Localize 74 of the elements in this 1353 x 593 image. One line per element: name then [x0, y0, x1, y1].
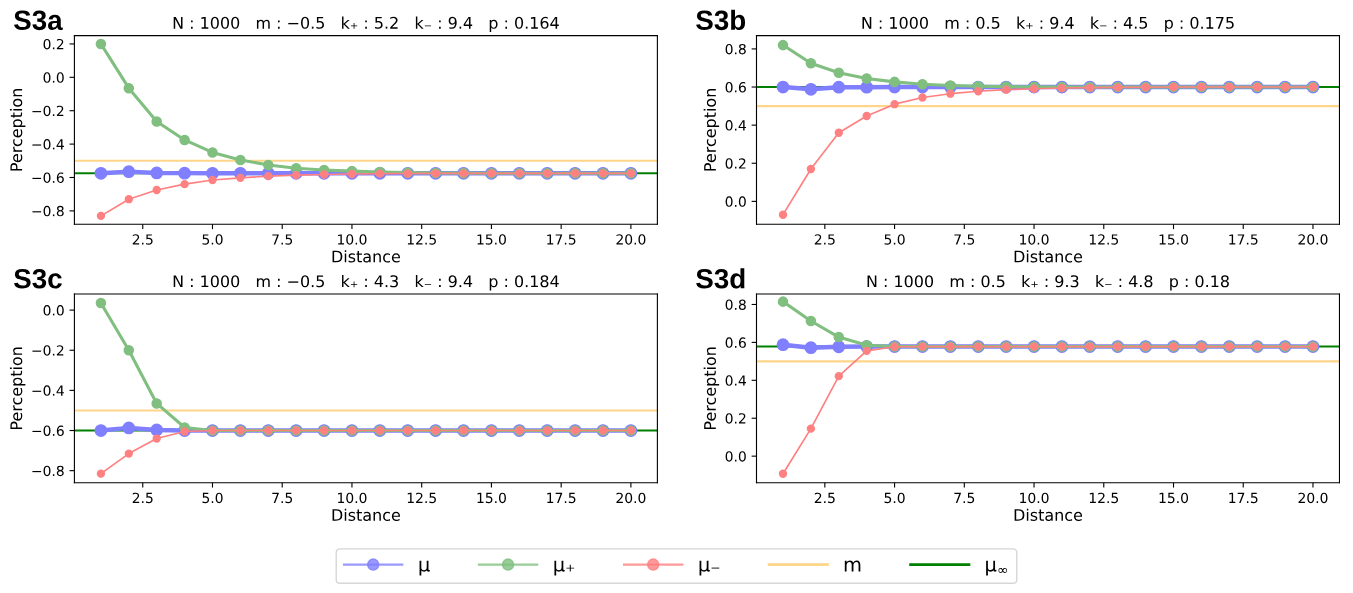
- text: S3c: [14, 268, 62, 289]
- chart-title: N : 1000 m : 0.5 k₊ : 9.4 k₋ : 4.5 p : 0.175: [862, 16, 1234, 32]
- x-tick-label: 15.0: [1159, 492, 1189, 504]
- y-tick-label: −0.4: [32, 139, 64, 150]
- y-tick-label: −0.6: [32, 425, 64, 436]
- y-tick-label: 0.8: [725, 43, 746, 55]
- x-tick-label: 12.5: [1089, 234, 1119, 245]
- y-tick-label: −0.8: [32, 465, 64, 477]
- chart-title: N : 1000 m : −0.5 k₊ : 4.3 k₋ : 9.4 p : 0.184: [173, 274, 559, 291]
- legend-label: μ$_{∞}$: [986, 560, 1007, 576]
- y-tick-label: −0.6: [32, 172, 64, 183]
- text: S3a: [14, 10, 63, 31]
- x-tick-label: 5.0: [202, 492, 223, 504]
- legend-label: m: [844, 560, 861, 572]
- x-tick-label: 5.0: [884, 234, 905, 245]
- legend-label: μ₊: [554, 560, 575, 576]
- x-tick-label: 15.0: [477, 492, 506, 504]
- x-tick-label: 2.5: [814, 492, 835, 504]
- x-tick-label: 10.0: [338, 234, 367, 245]
- y-tick-label: 0.6: [725, 82, 746, 93]
- chart-title: N : 1000 m : −0.5 k₊ : 5.2 k₋ : 9.4 p : 0.164: [173, 16, 559, 32]
- x-tick-label: 17.5: [1229, 234, 1258, 245]
- y-axis-title: Perception: [9, 89, 26, 171]
- x-tick-label: 2.5: [132, 492, 153, 504]
- y-tick-label: 0.0: [725, 196, 746, 207]
- x-tick-label: 7.5: [954, 492, 975, 504]
- y-tick-label: 0.8: [725, 299, 746, 310]
- x-tick-label: 17.5: [1229, 492, 1258, 504]
- text: S3b: [696, 9, 746, 31]
- x-axis-title: Distance: [332, 250, 400, 263]
- y-tick-label: 0.6: [725, 337, 746, 348]
- y-tick-label: 0.2: [725, 158, 746, 169]
- x-tick-label: 15.0: [477, 234, 506, 245]
- y-tick-label: −0.8: [32, 205, 64, 217]
- x-tick-label: 12.5: [407, 492, 436, 504]
- chart-title: N : 1000 m : 0.5 k₊ : 9.3 k₋ : 4.8 p : 0.18: [867, 274, 1229, 291]
- x-tick-label: 20.0: [1298, 234, 1328, 245]
- y-tick-label: −0.2: [32, 345, 64, 356]
- y-tick-label: 0.0: [725, 451, 746, 462]
- y-tick-label: −0.4: [32, 385, 64, 396]
- x-tick-label: 12.5: [1089, 492, 1119, 504]
- y-tick-label: 0.0: [43, 72, 64, 83]
- x-tick-label: 7.5: [954, 234, 975, 245]
- x-tick-label: 17.5: [547, 234, 576, 245]
- x-tick-label: 10.0: [338, 492, 367, 504]
- x-tick-label: 20.0: [1298, 492, 1328, 504]
- x-axis-title: Distance: [1014, 508, 1083, 522]
- text: S3d: [696, 268, 745, 289]
- x-tick-label: 20.0: [616, 234, 646, 245]
- legend-label: μ₋: [699, 560, 720, 576]
- x-tick-label: 7.5: [272, 234, 293, 245]
- legend-label: μ: [419, 560, 430, 576]
- y-tick-label: 0.4: [725, 375, 746, 386]
- y-axis-title: Perception: [9, 347, 26, 430]
- y-tick-label: 0.2: [43, 38, 64, 50]
- x-tick-label: 12.5: [407, 234, 436, 245]
- x-tick-label: 10.0: [1020, 492, 1049, 504]
- x-tick-label: 5.0: [202, 234, 223, 245]
- y-tick-label: 0.4: [725, 120, 746, 131]
- y-tick-label: −0.2: [32, 105, 64, 117]
- x-tick-label: 2.5: [132, 234, 153, 245]
- x-axis-title: Distance: [1014, 250, 1083, 263]
- x-tick-label: 20.0: [616, 492, 646, 504]
- x-tick-label: 2.5: [814, 234, 835, 245]
- x-axis-title: Distance: [332, 508, 400, 522]
- y-axis-title: Perception: [703, 89, 720, 171]
- x-tick-label: 5.0: [884, 492, 905, 504]
- y-tick-label: 0.2: [725, 413, 746, 424]
- y-axis-title: Perception: [703, 347, 720, 430]
- x-tick-label: 7.5: [272, 492, 293, 504]
- x-tick-label: 10.0: [1020, 234, 1049, 245]
- y-tick-label: 0.0: [43, 305, 64, 316]
- x-tick-label: 17.5: [547, 492, 576, 504]
- x-tick-label: 15.0: [1159, 234, 1189, 245]
